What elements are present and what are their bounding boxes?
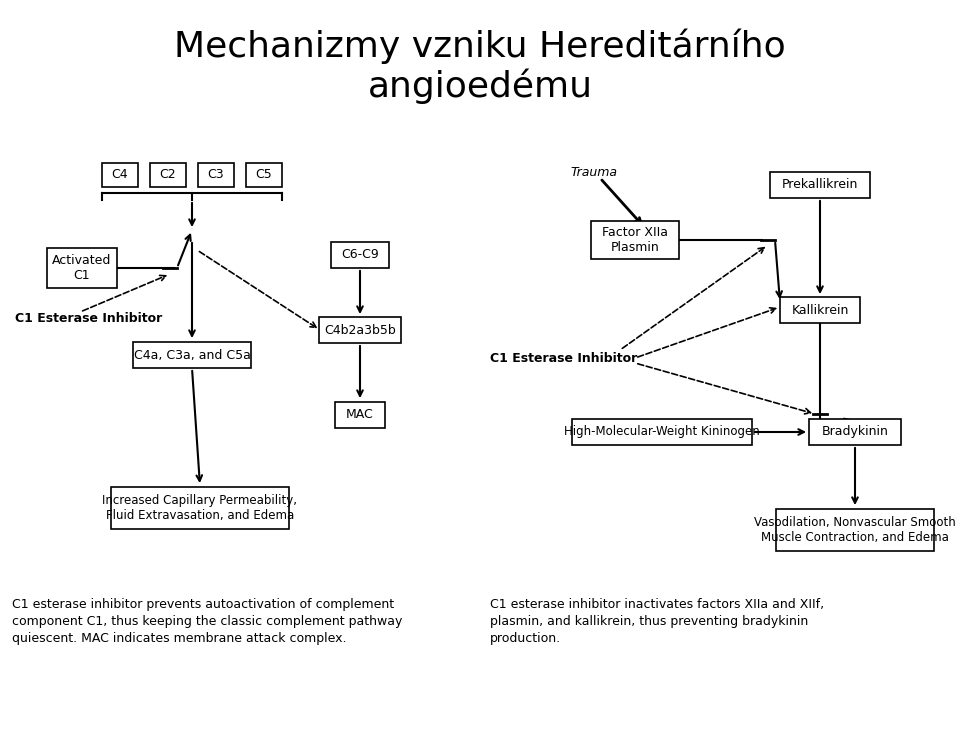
FancyBboxPatch shape (770, 172, 870, 198)
Text: C3: C3 (207, 168, 225, 182)
FancyBboxPatch shape (591, 221, 679, 259)
Text: C4b2a3b5b: C4b2a3b5b (324, 324, 396, 336)
Text: C5: C5 (255, 168, 273, 182)
Text: Mechanizmy vzniku Hereditárního: Mechanizmy vzniku Hereditárního (174, 28, 786, 64)
Text: Trauma: Trauma (570, 166, 617, 179)
FancyBboxPatch shape (319, 317, 401, 343)
Text: C6-C9: C6-C9 (341, 248, 379, 262)
FancyBboxPatch shape (246, 163, 282, 187)
Text: Vasodilation, Nonvascular Smooth
Muscle Contraction, and Edema: Vasodilation, Nonvascular Smooth Muscle … (755, 516, 956, 544)
Text: Kallikrein: Kallikrein (791, 304, 849, 316)
Text: Prekallikrein: Prekallikrein (781, 179, 858, 191)
FancyBboxPatch shape (780, 297, 860, 323)
Text: Bradykinin: Bradykinin (822, 426, 888, 438)
FancyBboxPatch shape (572, 419, 752, 445)
Text: C1 Esterase Inhibitor: C1 Esterase Inhibitor (15, 312, 162, 324)
Text: angioedému: angioedému (368, 68, 592, 103)
FancyBboxPatch shape (809, 419, 901, 445)
FancyBboxPatch shape (776, 509, 934, 551)
FancyBboxPatch shape (335, 402, 385, 428)
FancyBboxPatch shape (150, 163, 186, 187)
Text: C4: C4 (111, 168, 129, 182)
Text: C1 esterase inhibitor prevents autoactivation of complement
component C1, thus k: C1 esterase inhibitor prevents autoactiv… (12, 598, 402, 645)
FancyBboxPatch shape (198, 163, 234, 187)
Text: C4a, C3a, and C5a: C4a, C3a, and C5a (133, 349, 251, 361)
Text: MAC: MAC (347, 409, 373, 421)
Text: High-Molecular-Weight Kininogen: High-Molecular-Weight Kininogen (564, 426, 760, 438)
FancyBboxPatch shape (102, 163, 138, 187)
FancyBboxPatch shape (111, 487, 289, 529)
FancyBboxPatch shape (331, 242, 389, 268)
Text: C1 esterase inhibitor inactivates factors XIIa and XIIf,
plasmin, and kallikrein: C1 esterase inhibitor inactivates factor… (490, 598, 824, 645)
Text: Activated
C1: Activated C1 (52, 254, 111, 282)
Text: Factor XIIa
Plasmin: Factor XIIa Plasmin (602, 226, 668, 254)
FancyBboxPatch shape (47, 248, 117, 288)
Text: C1 Esterase Inhibitor: C1 Esterase Inhibitor (490, 352, 637, 364)
FancyBboxPatch shape (133, 342, 251, 368)
Text: Increased Capillary Permeability,
Fluid Extravasation, and Edema: Increased Capillary Permeability, Fluid … (103, 494, 298, 522)
Text: C2: C2 (159, 168, 177, 182)
